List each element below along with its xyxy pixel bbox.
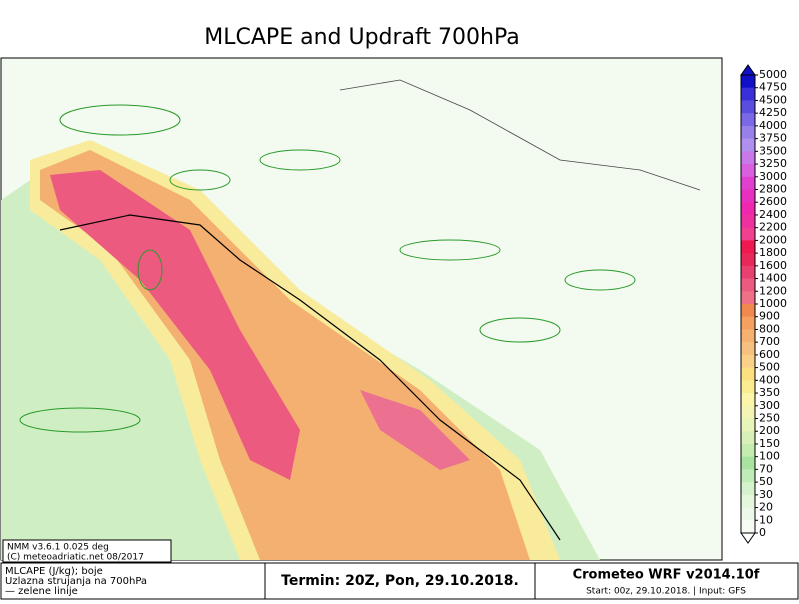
footer: MLCAPE (J/kg); boje Uzlazna strujanja na… [0, 562, 799, 600]
colorbar-band [741, 469, 755, 483]
colorbar-band [741, 431, 755, 445]
coastline [59, 214, 561, 541]
map-area [360, 390, 470, 470]
border [339, 79, 701, 191]
colorbar-label: 3500 [759, 144, 787, 157]
colorbar-band [741, 113, 755, 127]
colorbar-label: 30 [759, 488, 773, 501]
colorbar-band [741, 494, 755, 509]
colorbar-label: 4000 [759, 119, 787, 132]
colorbar-label: 2400 [759, 208, 787, 221]
colorbar-band [741, 138, 755, 152]
footer-start: Start: 00z, 29.10.2018. | Input: GFS [586, 587, 746, 597]
colorbar-band [741, 189, 755, 203]
colorbar-band [741, 342, 755, 356]
colorbar-band [741, 87, 755, 101]
note-box [2, 539, 172, 563]
colorbar-label: 600 [759, 348, 780, 361]
colorbar-band [741, 253, 755, 267]
colorbar-band [741, 354, 755, 369]
colorbar-label: 1600 [759, 259, 787, 272]
colorbar-label: 4250 [759, 106, 787, 119]
colorbar-band [741, 278, 755, 292]
colorbar-band [741, 418, 755, 432]
colorbar-band [741, 214, 755, 229]
colorbar-label: 1000 [759, 297, 787, 310]
colorbar-label: 70 [759, 462, 773, 475]
footer-box [0, 562, 266, 600]
footer-box [534, 562, 799, 600]
colorbar-band [741, 507, 755, 521]
colorbar-label: 4500 [759, 93, 787, 106]
colorbar-band [741, 227, 755, 241]
colorbar-label: 0 [759, 526, 766, 539]
colorbar-label: 500 [759, 361, 780, 374]
colorbar-band [741, 176, 755, 190]
colorbar-label: 20 [759, 501, 773, 514]
map-area [50, 170, 300, 480]
colorbar: 5000475045004250400037503500325030002800… [740, 64, 787, 544]
colorbar-label: 400 [759, 373, 780, 386]
colorbar-label: 2600 [759, 195, 787, 208]
colorbar-label: 150 [759, 437, 780, 450]
colorbar-label: 1200 [759, 284, 787, 297]
colorbar-band [741, 520, 755, 534]
colorbar-band [741, 202, 755, 216]
footer-model: Crometeo WRF v2014.10f [573, 568, 760, 583]
colorbar-band [741, 393, 755, 407]
colorbar-label: 4750 [759, 81, 787, 94]
updraft-contours [19, 104, 636, 433]
colorbar-band [741, 443, 755, 458]
colorbar-band [741, 291, 755, 305]
colorbar-band [741, 100, 755, 114]
colorbar-label: 50 [759, 475, 773, 488]
colorbar-band [741, 456, 755, 470]
colorbar-band [741, 151, 755, 165]
colorbar-label: 3250 [759, 157, 787, 170]
colorbar-label: 2000 [759, 233, 787, 246]
colorbar-band [741, 405, 755, 419]
colorbar-label: 900 [759, 310, 780, 323]
colorbar-label: 100 [759, 450, 780, 463]
footer-center: Termin: 20Z, Pon, 29.10.2018. [281, 573, 519, 589]
colorbar-band [741, 265, 755, 280]
colorbar-band [741, 316, 755, 330]
title: MLCAPE and Updraft 700hPa [204, 25, 519, 50]
colorbar-label: 3000 [759, 170, 787, 183]
note-text: (C) meteoadriatic.net 08/2017 [7, 553, 144, 563]
colorbar-band [741, 75, 755, 89]
colorbar-label: 1400 [759, 272, 787, 285]
colorbar-band [741, 482, 755, 496]
footer-box [264, 562, 536, 600]
colorbar-band [741, 125, 755, 140]
footer-text: MLCAPE (J/kg); boje [5, 566, 103, 577]
colorbar-label: 2200 [759, 221, 787, 234]
colorbar-label: 250 [759, 412, 780, 425]
colorbar-band [741, 380, 755, 394]
colorbar-label: 3750 [759, 132, 787, 145]
colorbar-label: 800 [759, 322, 780, 335]
colorbar-band [741, 304, 755, 318]
colorbar-label: 2800 [759, 183, 787, 196]
note-text: NMM v3.6.1 0.025 deg [7, 543, 109, 553]
colorbar-label: 700 [759, 335, 780, 348]
footer-text: Uzlazna strujanja na 700hPa [5, 576, 147, 587]
map: NMM v3.6.1 0.025 deg (C) meteoadriatic.n… [0, 57, 723, 563]
colorbar-band [741, 329, 755, 343]
colorbar-band [741, 164, 755, 178]
colorbar-label: 10 [759, 513, 773, 526]
colorbar-band [741, 367, 755, 381]
colorbar-label: 200 [759, 424, 780, 437]
colorbar-band [741, 240, 755, 254]
colorbar-label: 1800 [759, 246, 787, 259]
footer-text: — zelene linije [5, 586, 78, 597]
colorbar-label: 300 [759, 399, 780, 412]
colorbar-label: 5000 [759, 68, 787, 81]
colorbar-label: 350 [759, 386, 780, 399]
